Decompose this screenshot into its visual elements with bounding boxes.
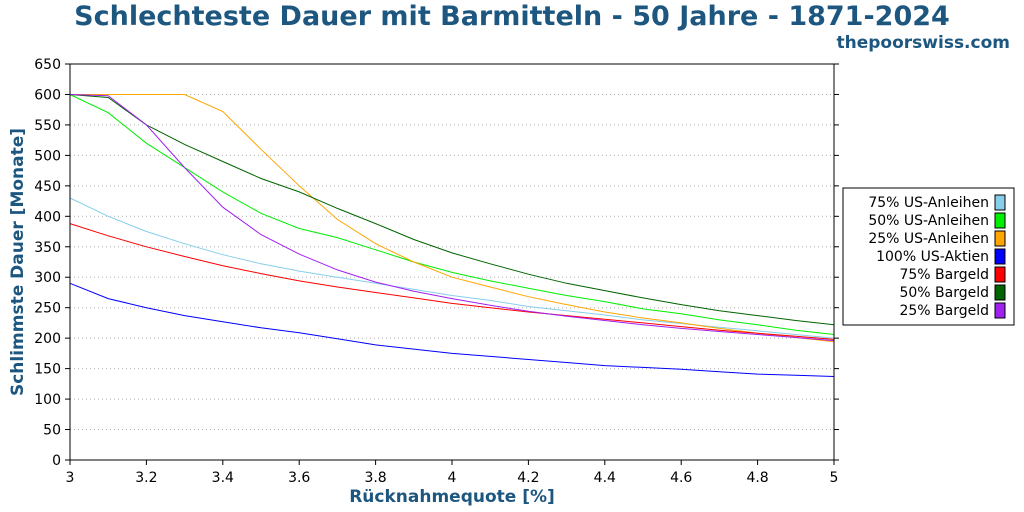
source-label: thepoorswiss.com xyxy=(836,33,1011,53)
y-tick-label: 250 xyxy=(34,301,61,317)
legend-label: 50% Bargeld xyxy=(899,285,989,301)
legend-label: 25% Bargeld xyxy=(899,303,989,319)
x-tick-label: 4.6 xyxy=(670,470,692,486)
chart-title: Schlechteste Dauer mit Barmitteln - 50 J… xyxy=(74,1,950,32)
series-layer xyxy=(69,94,835,377)
y-axis-label: Schlimmste Dauer [Monate] xyxy=(8,128,28,396)
legend-swatch xyxy=(994,194,1006,211)
y-tick-label: 550 xyxy=(34,118,61,134)
legend-swatch xyxy=(994,212,1006,229)
y-tick-label: 400 xyxy=(34,209,61,225)
y-tick-label: 450 xyxy=(34,179,61,195)
series-line xyxy=(69,197,835,339)
x-tick-label: 4.2 xyxy=(517,470,539,486)
x-tick-label: 4.4 xyxy=(594,470,616,486)
legend-swatch xyxy=(994,266,1006,283)
legend-label: 75% Bargeld xyxy=(899,267,989,283)
series-line xyxy=(69,94,835,335)
legend-swatch xyxy=(994,284,1006,301)
legend-label: 100% US-Aktien xyxy=(876,249,989,265)
y-tick-label: 200 xyxy=(34,331,61,347)
y-tick-label: 300 xyxy=(34,270,61,286)
y-tick-label: 50 xyxy=(43,423,61,439)
series-line xyxy=(69,94,835,342)
y-tick-label: 350 xyxy=(34,240,61,256)
y-tick-label: 650 xyxy=(34,57,61,73)
y-tick-label: 600 xyxy=(34,87,61,103)
y-tick-label: 0 xyxy=(52,453,61,469)
x-tick-label: 4 xyxy=(448,470,457,486)
x-tick-label: 5 xyxy=(830,470,839,486)
legend-box xyxy=(842,187,1015,326)
series-line xyxy=(69,282,835,377)
axis-layer: 0 50 100 150 200 250 300 350 400 450 500 550 600 650 3… xyxy=(34,57,839,486)
y-tick-label: 150 xyxy=(34,362,61,378)
plot-frame xyxy=(69,63,835,461)
x-tick-label: 4.8 xyxy=(746,470,768,486)
series-line xyxy=(69,223,835,340)
legend-label: 50% US-Anleihen xyxy=(868,213,989,229)
y-tick-label: 100 xyxy=(34,392,61,408)
legend-swatch xyxy=(994,230,1006,247)
series-line xyxy=(70,94,835,343)
series-line xyxy=(69,94,835,326)
legend-label: 75% US-Anleihen xyxy=(868,195,989,211)
legend: 75% US-Anleihen 50% US-Anleihen 25% US-Anl… xyxy=(842,187,1015,326)
legend-swatch xyxy=(994,302,1006,319)
grid-layer xyxy=(70,93,834,431)
legend-label: 25% US-Anleihen xyxy=(868,231,989,247)
x-tick-label: 3.6 xyxy=(288,470,310,486)
x-axis-label: Rücknahmequote [%] xyxy=(349,487,555,507)
x-tick-label: 3.2 xyxy=(135,470,157,486)
x-tick-label: 3 xyxy=(66,470,75,486)
x-tick-label: 3.8 xyxy=(364,470,386,486)
x-tick-label: 3.4 xyxy=(212,470,234,486)
legend-swatch xyxy=(994,248,1006,265)
y-tick-label: 500 xyxy=(34,148,61,164)
